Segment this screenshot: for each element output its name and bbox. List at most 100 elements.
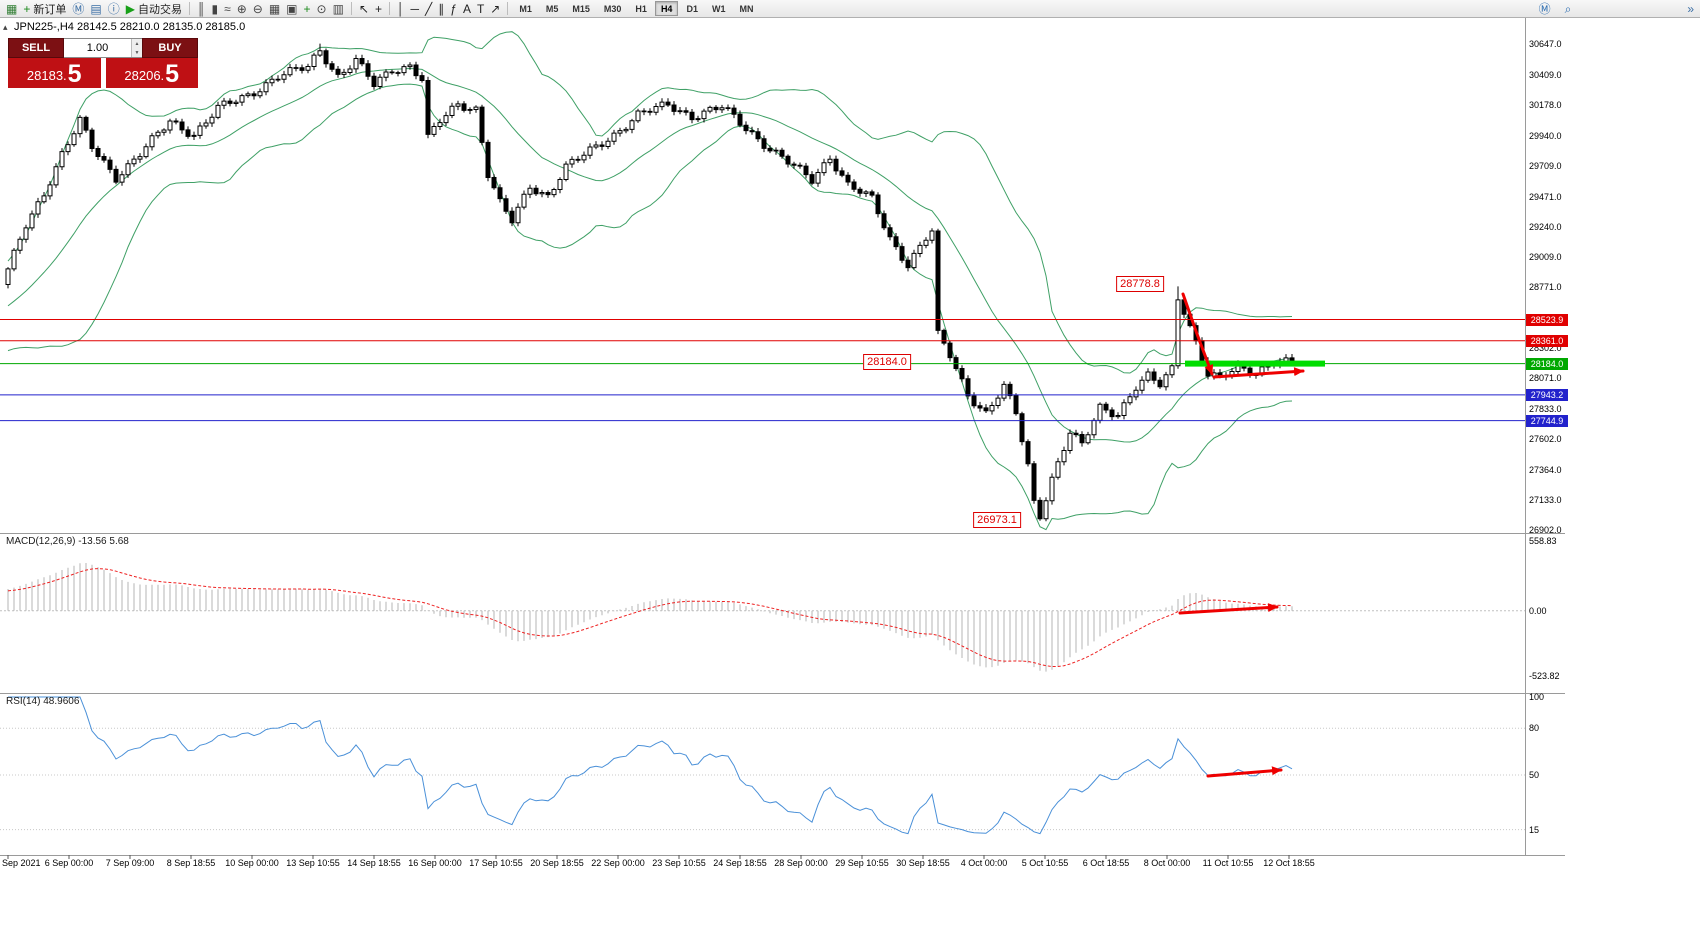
toolbar-right-icons: Ⓜ ⌕ (1536, 1, 1575, 17)
macd-signal-line (7, 568, 1293, 667)
metaeditor-icon[interactable]: Ⓜ (69, 1, 87, 17)
one-click-collapse-arrow[interactable]: ▴ (3, 22, 8, 32)
buy-price-display[interactable]: 28206. 5 (105, 58, 198, 88)
thick-green-segment[interactable] (1185, 360, 1325, 367)
cursor-icon: ↖ (358, 1, 369, 16)
sell-price-display[interactable]: 28183. 5 (8, 58, 101, 88)
text-icon: A (462, 1, 471, 16)
bollinger-middle-band (7, 67, 1293, 443)
text-icon[interactable]: A (460, 1, 474, 17)
fibonacci-icon[interactable]: ƒ (447, 1, 460, 17)
sell-price-main: 28183. (26, 68, 67, 83)
buy-button[interactable]: BUY (142, 38, 198, 58)
autotrading-label: 自动交易 (137, 3, 182, 16)
price-drop-arrow[interactable] (1181, 292, 1214, 376)
vertical-line-icon[interactable]: │ (394, 1, 408, 17)
periods-icon[interactable]: ⊙ (314, 1, 330, 17)
channel-icon[interactable]: ∥ (435, 1, 447, 17)
symbol-info: JPN225-,H4 28142.5 28210.0 28135.0 28185… (14, 21, 246, 33)
sell-price-fraction: 5 (67, 60, 82, 88)
timeframe-m15-button[interactable]: M15 (572, 4, 590, 14)
timeframe-d1-button[interactable]: D1 (686, 4, 698, 14)
timeframe-m30-button[interactable]: M30 (603, 4, 622, 14)
autotrading-icon: ▶ (125, 1, 135, 16)
indicators-icon[interactable]: + (301, 1, 314, 17)
crosshair-icon: + (374, 1, 382, 16)
bearish-candles (83, 50, 1295, 520)
crosshair-icon[interactable]: + (372, 1, 385, 17)
volume-input[interactable] (64, 39, 131, 57)
templates-icon: ▥ (332, 1, 344, 16)
price-direction-arrow[interactable] (1212, 367, 1305, 379)
one-click-trading-panel: SELL ▲ ▼ BUY 28183.5 28206.5 (8, 38, 198, 88)
new-order-icon: + (23, 1, 31, 16)
timeframe-w1-button[interactable]: W1 (711, 4, 726, 14)
price-annotation-28778.8[interactable]: 28778.8 (1116, 276, 1164, 292)
tile-windows-icon[interactable]: ▦ (266, 1, 283, 17)
candlestick-chart-icon[interactable]: ▮ (208, 1, 221, 17)
price-annotation-28184.0[interactable]: 28184.0 (863, 354, 911, 370)
timeframe-h1-button[interactable]: H1 (635, 4, 647, 14)
price-annotation-26973.1[interactable]: 26973.1 (973, 512, 1021, 528)
volume-control: ▲ ▼ (64, 38, 142, 58)
vertical-line-icon: │ (397, 1, 405, 16)
autotrading-button[interactable]: ▶ 自动交易 (123, 1, 185, 17)
channel-icon: ∥ (438, 1, 445, 16)
time-axis-ticks (7, 855, 1290, 859)
toolbar: ▦ + 新订单 Ⓜ ▤ ⓘ ▶ 自动交易 ║ ▮ ≈ ⊕ ⊖ ▦ ▣ + ⊙ ▥ ↖ + │ ─ ╱ ∥ ƒ A T ↗ M1 M5 M15… (0, 0, 1700, 18)
toolbar-separator (507, 2, 509, 15)
label-icon[interactable]: T (474, 1, 487, 17)
horizontal-line-icon: ─ (410, 1, 420, 16)
trendline-icon[interactable]: ╱ (422, 1, 435, 17)
macd-direction-arrow[interactable] (1178, 603, 1279, 615)
rsi-line (8, 696, 1293, 835)
search-button[interactable]: ⌕ (1562, 1, 1575, 17)
info-icon[interactable]: ⓘ (105, 1, 123, 17)
zoom-out-icon: ⊖ (252, 1, 263, 16)
line-chart-icon[interactable]: ≈ (221, 1, 234, 17)
zoom-in-icon: ⊕ (236, 1, 247, 16)
rsi-direction-arrow[interactable] (1206, 766, 1283, 778)
sell-button[interactable]: SELL (8, 38, 64, 58)
buy-price-main: 28206. (124, 68, 165, 83)
new-chart-icon[interactable]: ▦ (3, 1, 20, 17)
layouts-icon: ▤ (90, 1, 102, 16)
volume-spinner: ▲ ▼ (131, 39, 142, 57)
toolbar-separator (389, 2, 390, 15)
templates-icon[interactable]: ▥ (330, 1, 347, 17)
label-icon: T (476, 1, 485, 16)
horizontal-line-icon[interactable]: ─ (408, 1, 423, 17)
bar-chart-icon[interactable]: ║ (194, 1, 209, 17)
layouts-icon[interactable]: ▤ (87, 1, 104, 17)
cursor-icon[interactable]: ↖ (356, 1, 372, 17)
buy-price-fraction: 5 (165, 60, 180, 88)
rsi-indicator-label: RSI(14) 48.9606 (6, 696, 80, 707)
info-icon: ⓘ (107, 1, 120, 16)
toolbar-separator (350, 2, 352, 15)
timeframe-h4-button[interactable]: H4 (654, 1, 679, 16)
timeframe-mn-button[interactable]: MN (739, 4, 754, 14)
tile-windows-icon: ▦ (268, 1, 281, 16)
new-order-button[interactable]: + 新订单 (20, 1, 69, 17)
periods-icon: ⊙ (316, 1, 327, 16)
arrows-icon: ↗ (490, 1, 501, 16)
zoom-in-icon[interactable]: ⊕ (234, 1, 250, 17)
timeframe-m5-button[interactable]: M5 (545, 4, 559, 14)
community-button[interactable]: Ⓜ (1536, 1, 1554, 17)
bollinger-upper-band (7, 31, 1293, 374)
timeframe-m1-button[interactable]: M1 (519, 4, 532, 14)
line-chart-icon: ≈ (224, 1, 231, 16)
candle-wicks (7, 43, 1293, 522)
cascade-windows-icon[interactable]: ▣ (283, 1, 300, 17)
volume-increase-button[interactable]: ▲ (132, 39, 142, 48)
new-chart-icon: ▦ (6, 1, 18, 16)
macd-histogram (7, 563, 1293, 672)
toolbar-overflow-button[interactable]: » (1687, 1, 1694, 16)
volume-decrease-button[interactable]: ▼ (132, 48, 142, 57)
arrows-icon[interactable]: ↗ (487, 1, 503, 17)
metaeditor-icon: Ⓜ (72, 1, 85, 16)
cascade-windows-icon: ▣ (286, 1, 298, 16)
bar-chart-icon: ║ (196, 1, 206, 16)
zoom-out-icon[interactable]: ⊖ (250, 1, 266, 17)
